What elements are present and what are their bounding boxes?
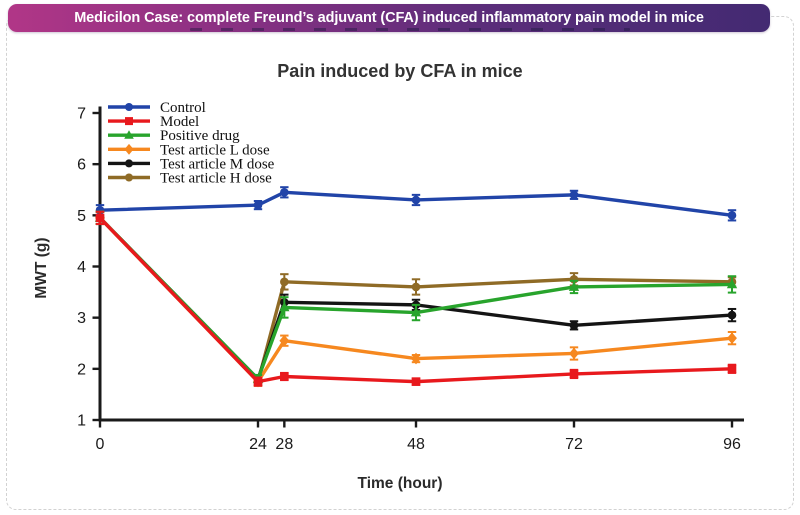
x-tick-label: 96 — [723, 436, 741, 453]
y-tick-label: 1 — [77, 413, 86, 430]
x-tick-label: 72 — [565, 436, 583, 453]
legend-item-control: Control — [108, 100, 206, 116]
case-banner: Medicilon Case: complete Freund’s adjuva… — [8, 4, 770, 32]
x-tick-label: 24 — [249, 436, 267, 453]
legend-item-test-article-h-dose: Test article H dose — [108, 171, 272, 187]
y-tick-label: 7 — [77, 106, 86, 123]
y-tick-label: 2 — [77, 361, 86, 378]
legend-item-positive-drug: Positive drug — [108, 128, 240, 144]
series-control — [95, 186, 737, 222]
y-tick-label: 6 — [77, 157, 86, 174]
case-card — [6, 16, 794, 510]
chart-title: Pain induced by CFA in mice — [277, 61, 522, 81]
banner-title: Medicilon Case: complete Freund’s adjuva… — [74, 9, 704, 26]
legend-label: Control — [160, 100, 206, 116]
x-axis-label: Time (hour) — [358, 475, 443, 492]
clipped-text-artifact — [190, 28, 630, 31]
legend-label: Test article M dose — [160, 156, 275, 172]
x-tick-label: 28 — [275, 436, 293, 453]
legend-label: Test article H dose — [160, 171, 272, 187]
y-tick-label: 5 — [77, 208, 86, 225]
y-tick-label: 4 — [77, 259, 86, 276]
x-tick-label: 48 — [407, 436, 425, 453]
legend-item-model: Model — [108, 114, 199, 130]
legend-item-test-article-m-dose: Test article M dose — [108, 156, 275, 172]
y-tick-label: 3 — [77, 310, 86, 327]
series-lines — [94, 186, 738, 388]
series-model — [95, 210, 737, 387]
legend-label: Positive drug — [160, 128, 240, 144]
legend-label: Test article L dose — [160, 142, 270, 158]
legend-item-test-article-l-dose: Test article L dose — [108, 142, 270, 158]
x-tick-label: 0 — [96, 436, 105, 453]
legend-label: Model — [160, 114, 199, 130]
y-axis-label: MWT (g) — [33, 237, 50, 298]
